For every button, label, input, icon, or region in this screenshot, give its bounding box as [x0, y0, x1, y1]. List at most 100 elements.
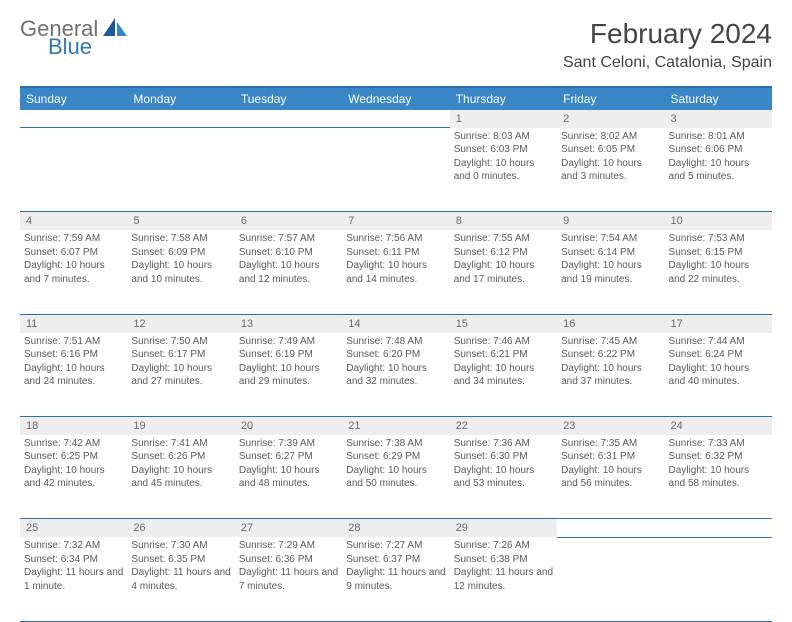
sunrise-text: Sunrise: 7:35 AM — [561, 437, 660, 451]
daylight-text: Daylight: 10 hours and 37 minutes. — [561, 362, 660, 389]
day-cell: Sunrise: 7:42 AMSunset: 6:25 PMDaylight:… — [20, 435, 127, 519]
sunrise-text: Sunrise: 7:44 AM — [669, 335, 768, 349]
day-details-row: Sunrise: 7:42 AMSunset: 6:25 PMDaylight:… — [20, 435, 772, 519]
sunset-text: Sunset: 6:32 PM — [669, 450, 768, 464]
day-number: 9 — [557, 212, 664, 230]
daylight-text: Daylight: 10 hours and 22 minutes. — [669, 259, 768, 286]
daylight-text: Daylight: 10 hours and 17 minutes. — [454, 259, 553, 286]
sunset-text: Sunset: 6:05 PM — [561, 143, 660, 157]
daylight-text: Daylight: 11 hours and 12 minutes. — [454, 566, 553, 593]
sunrise-text: Sunrise: 7:51 AM — [24, 335, 123, 349]
month-title: February 2024 — [563, 18, 772, 50]
sunrise-text: Sunrise: 7:59 AM — [24, 232, 123, 246]
sunset-text: Sunset: 6:30 PM — [454, 450, 553, 464]
sunrise-text: Sunrise: 7:33 AM — [669, 437, 768, 451]
logo: General Blue — [20, 18, 129, 58]
daylight-text: Daylight: 11 hours and 9 minutes. — [346, 566, 445, 593]
day-number: 17 — [665, 314, 772, 332]
day-number: 3 — [665, 110, 772, 128]
empty-cell — [20, 110, 127, 128]
daylight-text: Daylight: 10 hours and 42 minutes. — [24, 464, 123, 491]
sunrise-text: Sunrise: 8:01 AM — [669, 130, 768, 144]
daylight-text: Daylight: 10 hours and 56 minutes. — [561, 464, 660, 491]
day-cell: Sunrise: 7:56 AMSunset: 6:11 PMDaylight:… — [342, 230, 449, 314]
day-cell: Sunrise: 7:44 AMSunset: 6:24 PMDaylight:… — [665, 333, 772, 417]
daylight-text: Daylight: 11 hours and 4 minutes. — [131, 566, 230, 593]
sunset-text: Sunset: 6:16 PM — [24, 348, 123, 362]
day-cell: Sunrise: 7:39 AMSunset: 6:27 PMDaylight:… — [235, 435, 342, 519]
day-cell: Sunrise: 7:58 AMSunset: 6:09 PMDaylight:… — [127, 230, 234, 314]
sunrise-text: Sunrise: 7:45 AM — [561, 335, 660, 349]
day-details-row: Sunrise: 7:51 AMSunset: 6:16 PM Daylight:… — [20, 333, 772, 417]
sunrise-text: Sunrise: 7:39 AM — [239, 437, 338, 451]
sunset-text: Sunset: 6:06 PM — [669, 143, 768, 157]
day-details-row: Sunrise: 8:03 AMSunset: 6:03 PMDaylight:… — [20, 128, 772, 212]
day-number: 7 — [342, 212, 449, 230]
location: Sant Celoni, Catalonia, Spain — [563, 54, 772, 72]
empty-cell — [665, 519, 772, 537]
empty-cell — [235, 128, 342, 212]
day-cell: Sunrise: 7:38 AMSunset: 6:29 PMDaylight:… — [342, 435, 449, 519]
sunrise-text: Sunrise: 7:49 AM — [239, 335, 338, 349]
empty-cell — [20, 128, 127, 212]
day-number: 12 — [127, 314, 234, 332]
sunset-text: Sunset: 6:26 PM — [131, 450, 230, 464]
weekday-header: Sunday — [20, 87, 127, 110]
day-number: 5 — [127, 212, 234, 230]
sunrise-text: Sunrise: 7:30 AM — [131, 539, 230, 553]
daylight-text: Daylight: 10 hours and 32 minutes. — [346, 362, 445, 389]
empty-cell — [127, 128, 234, 212]
sunset-text: Sunset: 6:21 PM — [454, 348, 553, 362]
day-cell: Sunrise: 7:54 AMSunset: 6:14 PMDaylight:… — [557, 230, 664, 314]
day-cell: Sunrise: 7:57 AMSunset: 6:10 PMDaylight:… — [235, 230, 342, 314]
sunrise-text: Sunrise: 7:42 AM — [24, 437, 123, 451]
sunset-text: Sunset: 6:17 PM — [131, 348, 230, 362]
sunrise-text: Sunrise: 7:58 AM — [131, 232, 230, 246]
day-details-row: Sunrise: 7:32 AMSunset: 6:34 PMDaylight:… — [20, 537, 772, 621]
sunset-text: Sunset: 6:19 PM — [239, 348, 338, 362]
day-cell: Sunrise: 7:33 AMSunset: 6:32 PMDaylight:… — [665, 435, 772, 519]
sunset-text: Sunset: 6:36 PM — [239, 553, 338, 567]
day-cell: Sunrise: 7:48 AMSunset: 6:20 PMDaylight:… — [342, 333, 449, 417]
calendar-table: SundayMondayTuesdayWednesdayThursdayFrid… — [20, 86, 772, 622]
sunset-text: Sunset: 6:03 PM — [454, 143, 553, 157]
day-cell: Sunrise: 8:02 AMSunset: 6:05 PMDaylight:… — [557, 128, 664, 212]
sunset-text: Sunset: 6:14 PM — [561, 246, 660, 260]
weekday-header: Tuesday — [235, 87, 342, 110]
day-cell: Sunrise: 7:51 AMSunset: 6:16 PMDaylight:… — [20, 333, 127, 417]
day-number: 21 — [342, 417, 449, 435]
day-number: 22 — [450, 417, 557, 435]
logo-sail-icon — [103, 18, 129, 40]
sunset-text: Sunset: 6:24 PM — [669, 348, 768, 362]
weekday-header: Wednesday — [342, 87, 449, 110]
daylight-text: Daylight: 10 hours and 29 minutes. — [239, 362, 338, 389]
sunset-text: Sunset: 6:37 PM — [346, 553, 445, 567]
daylight-text: Daylight: 10 hours and 45 minutes. — [131, 464, 230, 491]
day-cell: Sunrise: 7:46 AMSunset: 6:21 PMDaylight:… — [450, 333, 557, 417]
day-cell: Sunrise: 7:32 AMSunset: 6:34 PMDaylight:… — [20, 537, 127, 621]
day-number: 24 — [665, 417, 772, 435]
day-number: 19 — [127, 417, 234, 435]
daylight-text: Daylight: 10 hours and 53 minutes. — [454, 464, 553, 491]
sunrise-text: Sunrise: 7:38 AM — [346, 437, 445, 451]
daylight-text: Daylight: 10 hours and 3 minutes. — [561, 157, 660, 184]
day-number: 11 — [20, 314, 127, 332]
daylight-text: Daylight: 10 hours and 34 minutes. — [454, 362, 553, 389]
day-cell: Sunrise: 7:50 AMSunset: 6:17 PMDaylight:… — [127, 333, 234, 417]
daylight-text: Daylight: 10 hours and 14 minutes. — [346, 259, 445, 286]
day-cell: Sunrise: 7:26 AMSunset: 6:38 PMDaylight:… — [450, 537, 557, 621]
sunrise-text: Sunrise: 7:53 AM — [669, 232, 768, 246]
weekday-header: Friday — [557, 87, 664, 110]
day-cell: Sunrise: 7:55 AMSunset: 6:12 PMDaylight:… — [450, 230, 557, 314]
daylight-text: Daylight: 10 hours and 12 minutes. — [239, 259, 338, 286]
sunrise-text: Sunrise: 7:56 AM — [346, 232, 445, 246]
daylight-text: Daylight: 10 hours and 19 minutes. — [561, 259, 660, 286]
sunrise-text: Sunrise: 7:41 AM — [131, 437, 230, 451]
sunrise-text: Sunrise: 7:46 AM — [454, 335, 553, 349]
day-number: 8 — [450, 212, 557, 230]
header: General Blue February 2024 Sant Celoni, … — [20, 18, 772, 72]
day-number-row: 18192021222324 — [20, 417, 772, 435]
daylight-text: Daylight: 10 hours and 48 minutes. — [239, 464, 338, 491]
daylight-text: Daylight: 10 hours and 58 minutes. — [669, 464, 768, 491]
empty-cell — [235, 110, 342, 128]
